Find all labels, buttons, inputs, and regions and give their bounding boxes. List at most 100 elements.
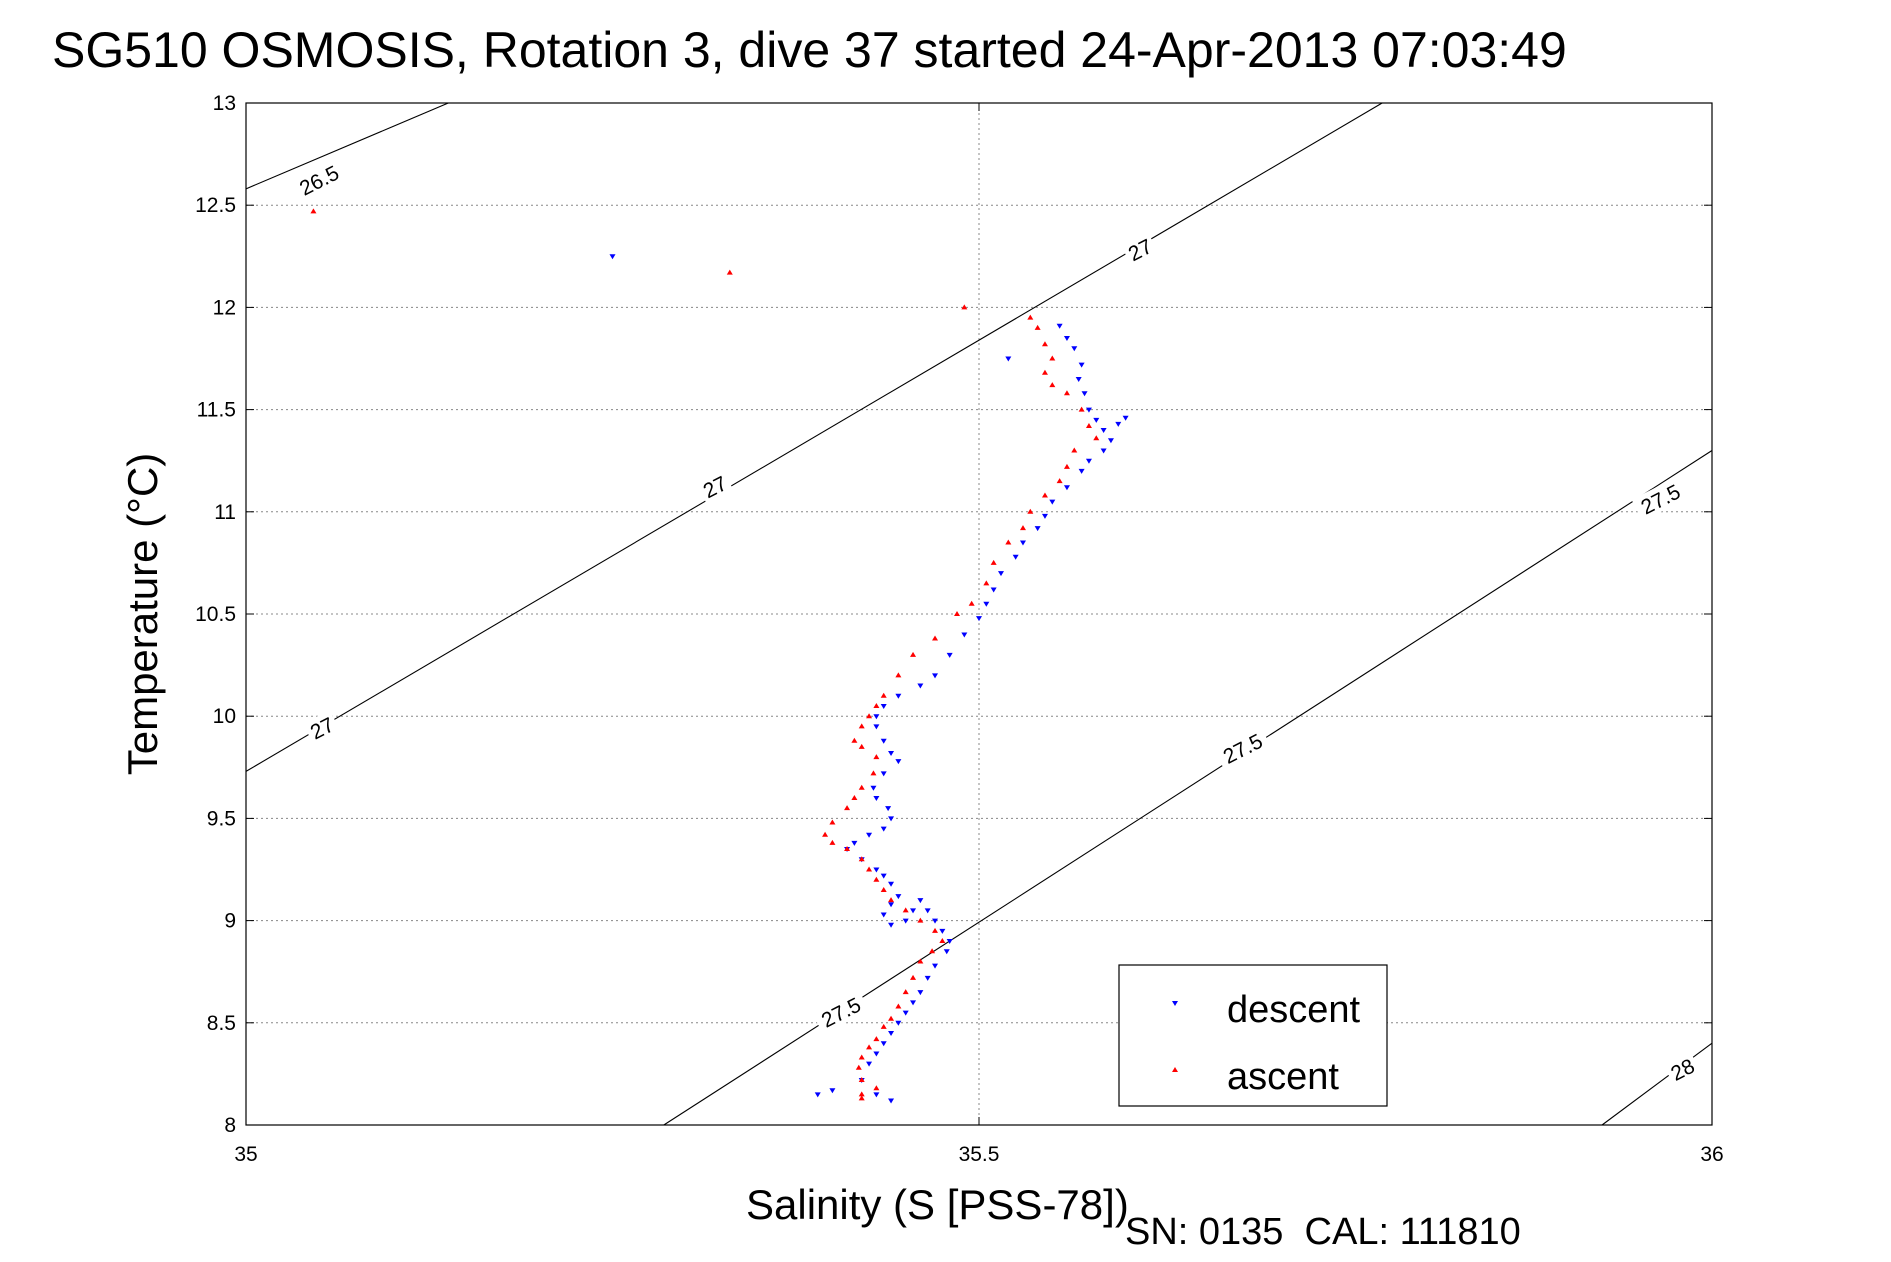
contour-label-background (1213, 725, 1272, 771)
data-point-descent (997, 571, 1004, 577)
data-point-ascent (983, 580, 990, 586)
data-point-ascent (1093, 435, 1100, 441)
data-point-descent (1041, 513, 1048, 519)
y-tick-label: 12.5 (195, 194, 236, 217)
series-descent (609, 254, 1129, 1104)
data-point-descent (866, 1061, 873, 1067)
data-point-descent (1075, 376, 1082, 382)
y-tick-label: 12 (213, 296, 236, 319)
data-point-ascent (726, 269, 733, 275)
data-point-ascent (873, 1085, 880, 1091)
data-point-descent (1085, 407, 1092, 413)
data-point-ascent (851, 737, 858, 743)
data-point-descent (880, 873, 887, 879)
data-point-ascent (310, 208, 317, 214)
data-point-descent (873, 867, 880, 873)
data-point-descent (895, 894, 902, 900)
data-point-ascent (954, 611, 961, 616)
data-point-ascent (1041, 341, 1048, 347)
data-point-ascent (822, 831, 829, 837)
data-point-ascent (888, 1015, 895, 1021)
data-point-descent (895, 1020, 902, 1026)
data-point-descent (1100, 428, 1107, 434)
data-point-descent (873, 1051, 880, 1057)
data-point-descent (1122, 415, 1129, 421)
data-point-ascent (961, 304, 968, 310)
data-point-descent (873, 724, 880, 730)
data-point-descent (917, 898, 924, 904)
y-tick-label: 8.5 (207, 1012, 236, 1035)
legend: descent ascent (1118, 964, 1388, 1107)
axis-ticks: 8 8.5 9 9.5 10 10.5 11 11.5 12 12.5 13 35 35.5 36 (195, 92, 1724, 1166)
data-point-ascent (858, 856, 865, 862)
data-point-descent (1056, 323, 1063, 329)
x-tick-label: 35.5 (959, 1143, 1000, 1166)
y-tick-label: 10 (213, 705, 236, 728)
data-point-ascent (895, 672, 902, 678)
x-tick-label: 36 (1700, 1143, 1723, 1166)
data-point-descent (1093, 417, 1100, 423)
density-contour-line (245, 102, 449, 190)
data-point-ascent (866, 713, 873, 719)
y-tick-label: 8 (224, 1114, 236, 1137)
data-point-ascent (1034, 324, 1041, 330)
data-series (310, 208, 1129, 1104)
data-point-ascent (866, 1044, 873, 1050)
contour-label: 26.5 (290, 157, 348, 203)
legend-ascent-marker (1172, 1067, 1178, 1072)
y-tick-label: 9.5 (207, 807, 236, 830)
data-point-ascent (858, 723, 865, 729)
data-point-descent (1078, 362, 1085, 368)
data-point-descent (1078, 468, 1085, 474)
data-point-descent (873, 1092, 880, 1098)
data-point-descent (910, 908, 917, 914)
data-point-ascent (1041, 369, 1048, 375)
data-point-descent (1071, 346, 1078, 352)
data-point-descent (1100, 448, 1107, 454)
data-point-ascent (870, 770, 877, 776)
data-point-descent (1005, 356, 1012, 362)
data-point-descent (1085, 458, 1092, 464)
data-point-descent (976, 616, 982, 622)
data-point-descent (829, 1088, 836, 1094)
contour-label-background (695, 468, 734, 504)
data-point-ascent (829, 839, 836, 845)
legend-box (1118, 964, 1388, 1107)
data-point-ascent (873, 702, 880, 708)
data-point-descent (851, 840, 858, 846)
data-point-descent (873, 795, 880, 801)
legend-descent-label: descent (1227, 989, 1361, 1031)
data-point-descent (943, 949, 950, 955)
data-point-descent (1034, 526, 1041, 532)
data-point-descent (932, 963, 939, 969)
data-point-descent (983, 601, 990, 607)
contour-label-background (290, 157, 348, 203)
data-point-ascent (932, 635, 939, 641)
series-ascent (310, 208, 1100, 1101)
data-point-descent (1063, 485, 1070, 491)
data-point-ascent (1027, 314, 1034, 320)
data-point-descent (888, 881, 895, 887)
data-point-ascent (929, 948, 936, 954)
data-point-ascent (858, 784, 865, 790)
data-point-descent (888, 922, 895, 928)
data-point-ascent (1085, 422, 1092, 428)
data-point-descent (902, 1010, 909, 1016)
data-point-ascent (829, 819, 836, 825)
data-point-ascent (902, 989, 909, 995)
data-point-ascent (1049, 382, 1056, 388)
data-point-ascent (880, 692, 887, 698)
data-point-ascent (932, 927, 939, 933)
data-point-descent (1081, 391, 1088, 397)
y-tick-label: 11 (214, 501, 236, 524)
data-point-descent (917, 683, 924, 689)
contour-label: 27 (302, 710, 341, 746)
data-point-descent (880, 703, 887, 709)
data-point-ascent (873, 876, 880, 882)
contour-label-background (302, 710, 341, 746)
contour-label: 27.5 (812, 989, 870, 1035)
data-point-ascent (1019, 525, 1026, 531)
data-point-ascent (858, 1077, 865, 1083)
data-point-ascent (880, 886, 887, 892)
